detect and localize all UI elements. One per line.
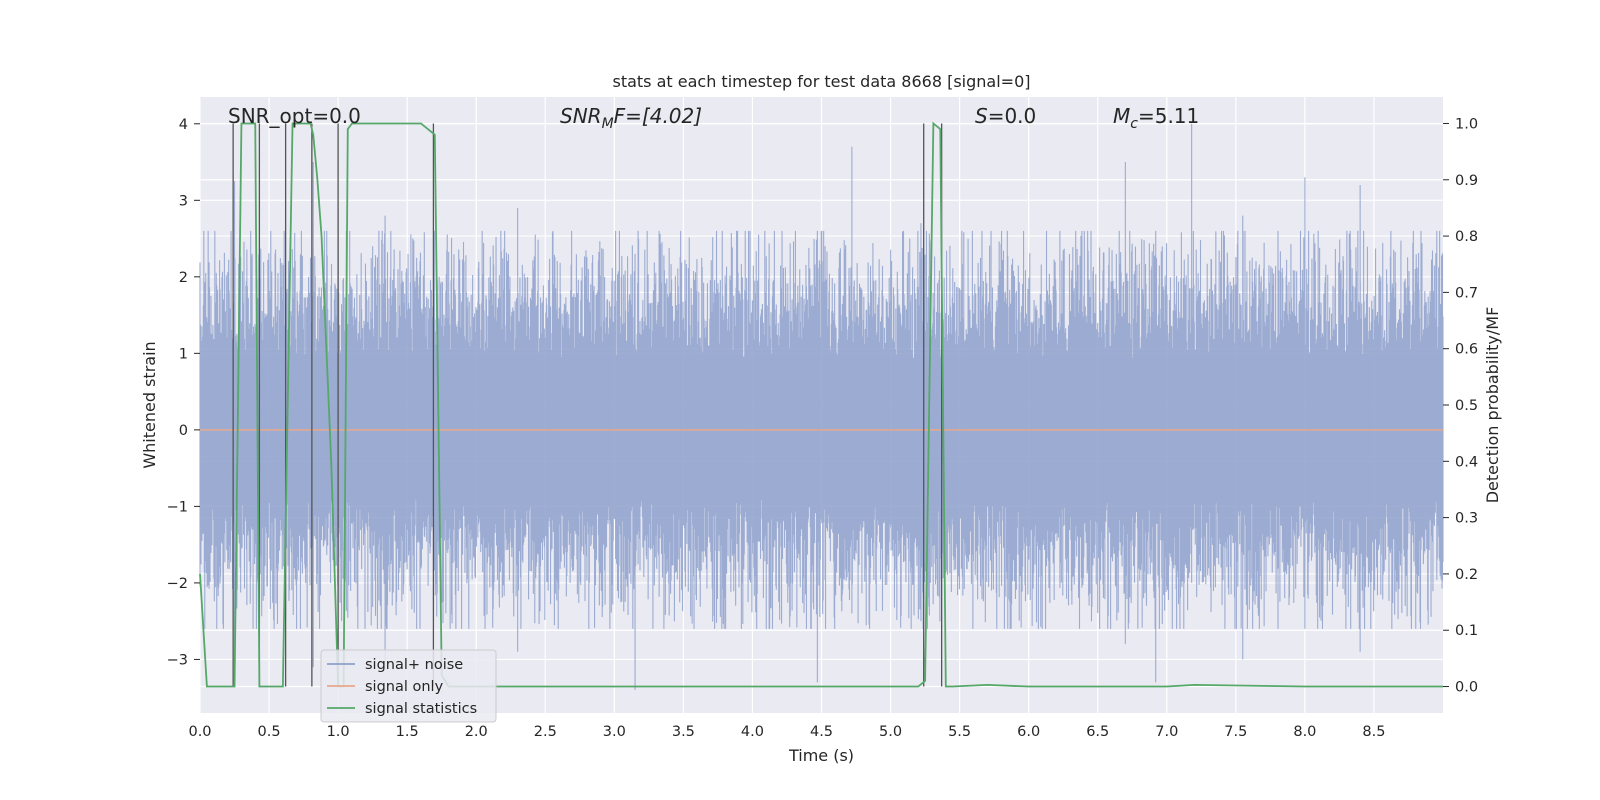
annotation-text: SNR_opt=0.0 [228,104,361,128]
y-tick-label-left: −1 [167,499,188,515]
x-axis-label: Time (s) [788,746,854,765]
x-tick-label: 1.5 [396,724,419,740]
x-tick-label: 6.5 [1086,724,1109,740]
legend-box [320,649,497,723]
y-tick-label-right: 1.0 [1455,116,1478,132]
x-tick-label: 4.0 [741,724,764,740]
y-axis-label-left: Whitened strain [140,341,159,468]
y-tick-label-left: 1 [179,346,188,362]
x-tick-label: 5.0 [879,724,902,740]
annotation-text: SNRMF=[4.02] [560,104,702,132]
legend-label: signal+ noise [365,657,463,673]
y-tick-label-right: 0.8 [1455,229,1478,245]
y-tick-label-left: −2 [167,576,188,592]
legend-label: signal only [365,679,444,695]
annotations: SNR_opt=0.0 SNRMF=[4.02] S=0.0 Mc=5.11 [228,104,1199,132]
axis-ticks: 0.0 0.5 1.0 1.5 2.0 2.5 3.0 3.5 4.0 4.5 5.0 5.5 6.0 6… [167,116,1478,740]
signal-statistics-line [199,121,1443,688]
y-tick-label-left: 3 [179,193,188,209]
x-tick-label: 3.5 [672,724,695,740]
annotation-text: S=0.0 [975,104,1036,128]
series-signal-statistics [199,121,1443,688]
y-tick-label-left: −3 [167,652,188,668]
x-tick-label: 8.0 [1293,724,1316,740]
y-tick-label-right: 0.9 [1455,173,1478,189]
y-tick-label-right: 0.7 [1455,285,1478,301]
y-tick-label-left: 4 [179,117,188,133]
y-tick-label-right: 0.4 [1455,454,1478,470]
legend-label: signal statistics [365,701,477,717]
y-tick-label-left: 2 [179,270,188,286]
x-tick-label: 5.5 [948,724,971,740]
x-tick-label: 2.0 [465,724,488,740]
y-tick-label-right: 0.6 [1455,342,1478,358]
x-tick-label: 2.5 [534,724,557,740]
x-tick-label: 1.0 [327,724,350,740]
y-tick-label-left: 0 [179,423,188,439]
chart-title: stats at each timestep for test data 866… [612,72,1030,91]
x-tick-label: 8.5 [1362,724,1385,740]
x-tick-label: 3.0 [603,724,626,740]
y-tick-label-right: 0.1 [1455,623,1478,639]
y-tick-label-right: 0.0 [1455,680,1478,696]
y-tick-label-right: 0.3 [1455,511,1478,527]
x-tick-label: 0.0 [188,724,211,740]
x-tick-label: 7.0 [1155,724,1178,740]
x-tick-label: 4.5 [810,724,833,740]
x-tick-label: 6.0 [1017,724,1040,740]
x-tick-label: 7.5 [1224,724,1247,740]
annotation-text: Mc=5.11 [1113,104,1199,132]
y-tick-label-right: 0.2 [1455,567,1478,583]
y-tick-label-right: 0.5 [1455,398,1478,414]
legend: signal+ noise signal only signal statistic… [320,649,497,723]
y-axis-label-right: Detection probability/MF [1483,307,1502,504]
x-tick-label: 0.5 [258,724,281,740]
